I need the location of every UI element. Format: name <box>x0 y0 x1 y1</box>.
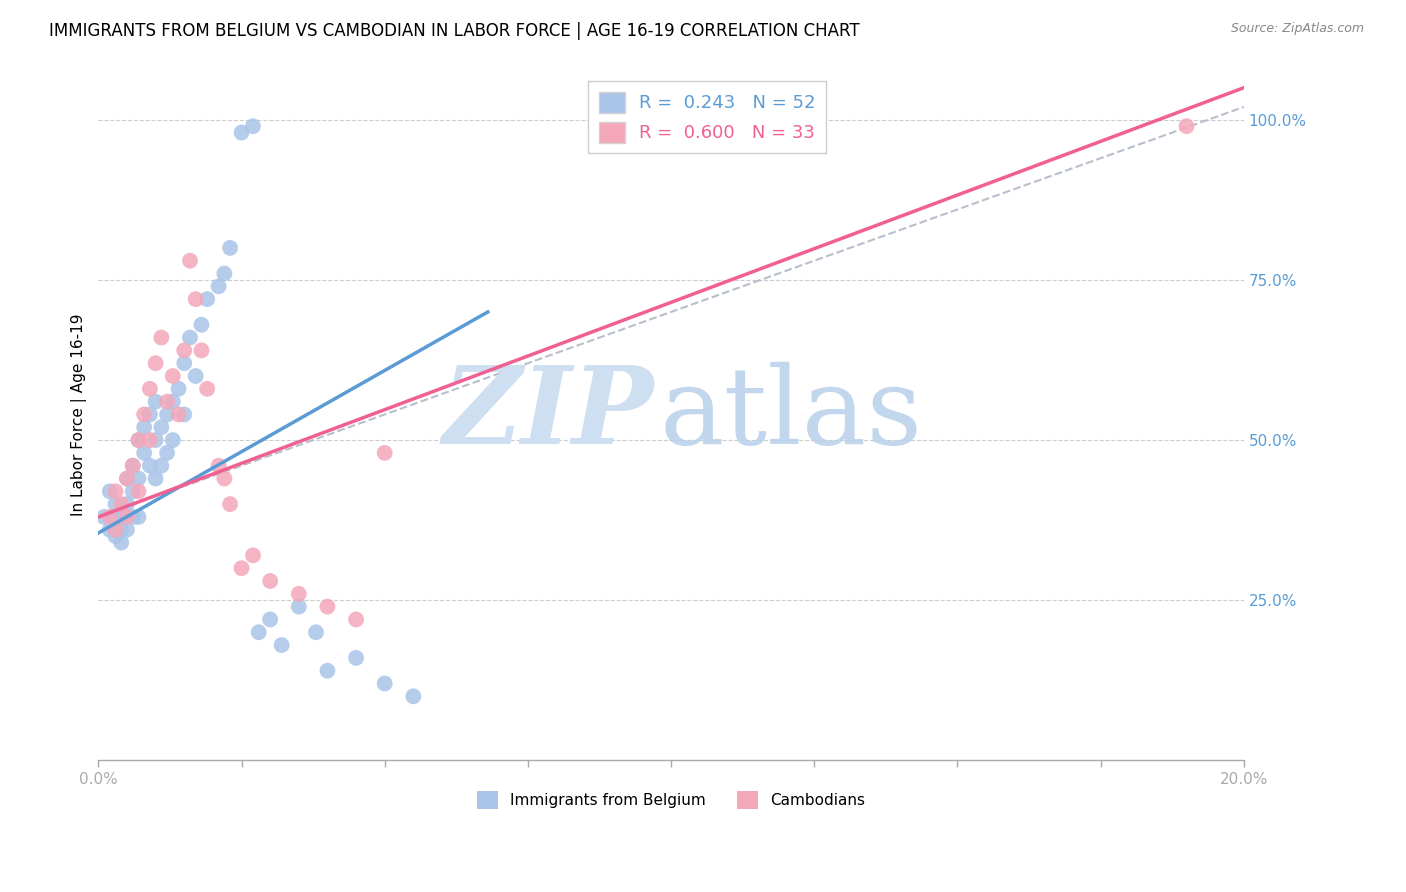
Point <box>104 497 127 511</box>
Point <box>247 625 270 640</box>
Point <box>1175 119 1198 133</box>
Point <box>145 356 167 370</box>
Point <box>219 497 242 511</box>
Point <box>173 408 195 422</box>
Point <box>156 394 179 409</box>
Point <box>150 458 173 473</box>
Point <box>242 119 264 133</box>
Point <box>110 510 132 524</box>
Text: Source: ZipAtlas.com: Source: ZipAtlas.com <box>1230 22 1364 36</box>
Point <box>145 471 167 485</box>
Point <box>115 471 138 485</box>
Point <box>344 612 367 626</box>
Point <box>179 253 201 268</box>
Point <box>134 420 156 434</box>
Point <box>110 523 132 537</box>
Point <box>184 369 207 384</box>
Point <box>110 535 132 549</box>
Point <box>121 484 143 499</box>
Point <box>214 471 236 485</box>
Point <box>98 484 121 499</box>
Point <box>127 433 149 447</box>
Point <box>127 433 149 447</box>
Point <box>162 433 184 447</box>
Point <box>145 394 167 409</box>
Point <box>219 241 242 255</box>
Point <box>167 408 190 422</box>
Point <box>127 510 149 524</box>
Point <box>402 690 425 704</box>
Point <box>115 471 138 485</box>
Point <box>195 382 218 396</box>
Point <box>167 382 190 396</box>
Point <box>104 510 127 524</box>
Point <box>115 497 138 511</box>
Point <box>162 394 184 409</box>
Point <box>173 343 195 358</box>
Point <box>156 446 179 460</box>
Point <box>104 484 127 499</box>
Point <box>98 523 121 537</box>
Point <box>127 484 149 499</box>
Point <box>195 292 218 306</box>
Point <box>231 561 253 575</box>
Point <box>93 510 115 524</box>
Point <box>242 549 264 563</box>
Point <box>288 587 311 601</box>
Point <box>305 625 328 640</box>
Point <box>115 510 138 524</box>
Point <box>214 267 236 281</box>
Point <box>207 458 229 473</box>
Point <box>134 446 156 460</box>
Point <box>288 599 311 614</box>
Point <box>104 523 127 537</box>
Point <box>110 497 132 511</box>
Text: ZIP: ZIP <box>443 361 654 467</box>
Point <box>179 330 201 344</box>
Point <box>98 510 121 524</box>
Point <box>316 664 339 678</box>
Point <box>190 343 212 358</box>
Point <box>173 356 195 370</box>
Point <box>121 510 143 524</box>
Point <box>231 126 253 140</box>
Legend: Immigrants from Belgium, Cambodians: Immigrants from Belgium, Cambodians <box>471 785 872 815</box>
Point <box>115 523 138 537</box>
Point <box>259 612 281 626</box>
Point <box>104 529 127 543</box>
Point <box>139 458 162 473</box>
Point <box>139 382 162 396</box>
Point <box>190 318 212 332</box>
Point <box>150 330 173 344</box>
Point <box>139 408 162 422</box>
Point <box>139 433 162 447</box>
Y-axis label: In Labor Force | Age 16-19: In Labor Force | Age 16-19 <box>72 313 87 516</box>
Point <box>150 420 173 434</box>
Point <box>134 408 156 422</box>
Point <box>316 599 339 614</box>
Point <box>259 574 281 588</box>
Text: atlas: atlas <box>659 362 922 467</box>
Point <box>145 433 167 447</box>
Point <box>121 458 143 473</box>
Point <box>162 369 184 384</box>
Point <box>207 279 229 293</box>
Point <box>121 458 143 473</box>
Point <box>374 676 396 690</box>
Point <box>127 471 149 485</box>
Text: IMMIGRANTS FROM BELGIUM VS CAMBODIAN IN LABOR FORCE | AGE 16-19 CORRELATION CHAR: IMMIGRANTS FROM BELGIUM VS CAMBODIAN IN … <box>49 22 860 40</box>
Point <box>156 408 179 422</box>
Point <box>344 651 367 665</box>
Point <box>374 446 396 460</box>
Point <box>184 292 207 306</box>
Point <box>270 638 292 652</box>
